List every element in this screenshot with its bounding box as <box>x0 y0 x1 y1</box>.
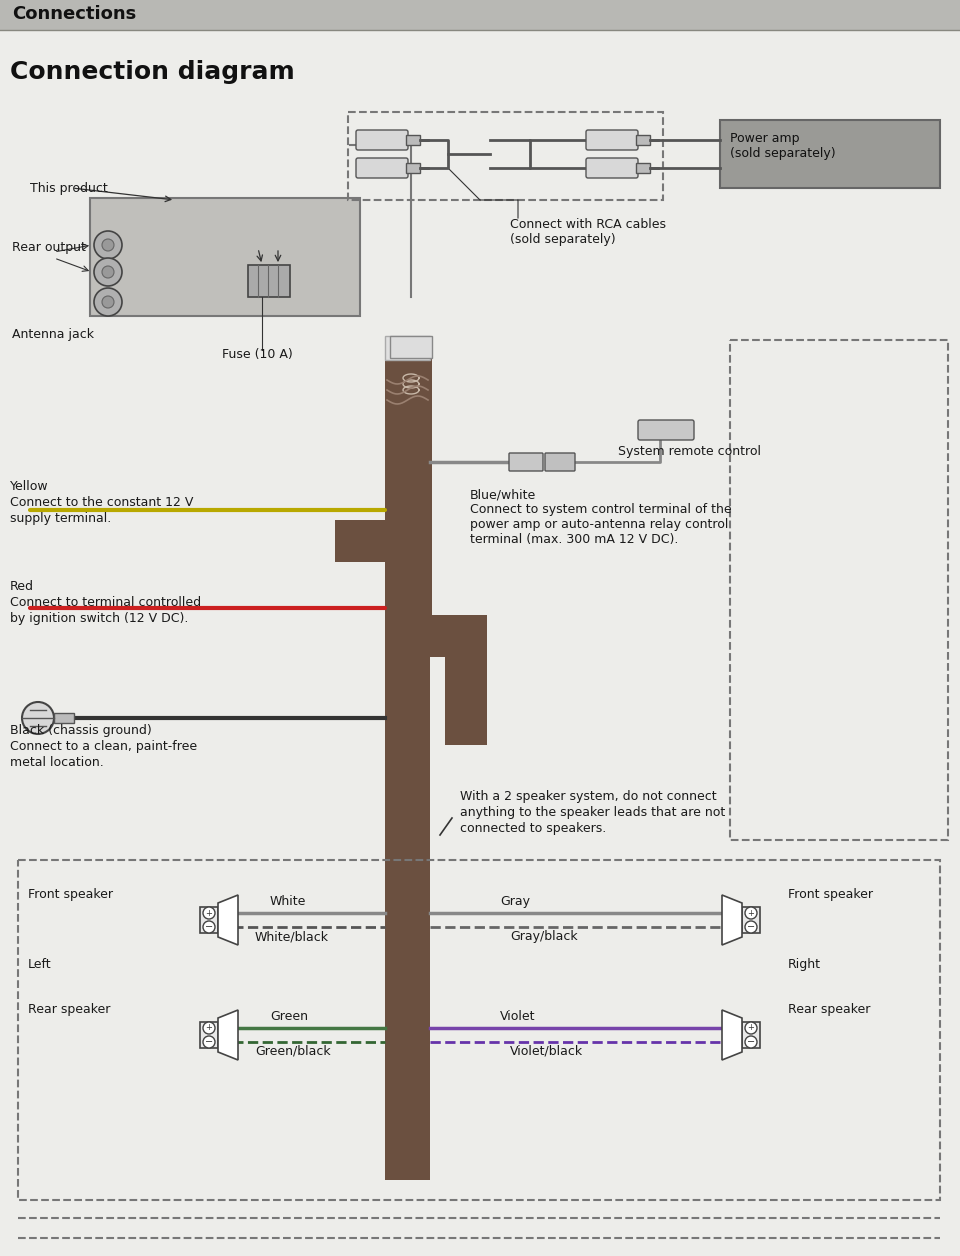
Text: Violet/black: Violet/black <box>510 1045 583 1058</box>
Text: Connect to the constant 12 V: Connect to the constant 12 V <box>10 496 193 509</box>
Circle shape <box>102 266 114 278</box>
Circle shape <box>94 231 122 259</box>
Text: metal location.: metal location. <box>10 756 104 769</box>
Text: supply terminal.: supply terminal. <box>10 512 111 525</box>
FancyBboxPatch shape <box>385 358 430 1179</box>
Text: Black (chassis ground): Black (chassis ground) <box>10 723 152 737</box>
FancyBboxPatch shape <box>248 265 290 296</box>
Text: Green/black: Green/black <box>255 1045 330 1058</box>
Text: Rear speaker: Rear speaker <box>28 1004 110 1016</box>
Text: Violet: Violet <box>500 1010 536 1022</box>
FancyBboxPatch shape <box>356 131 408 149</box>
Circle shape <box>203 907 215 919</box>
Circle shape <box>22 702 54 734</box>
Text: Connection diagram: Connection diagram <box>10 60 295 84</box>
Text: by ignition switch (12 V DC).: by ignition switch (12 V DC). <box>10 612 188 625</box>
FancyBboxPatch shape <box>586 131 638 149</box>
Polygon shape <box>722 896 742 945</box>
Circle shape <box>745 1022 757 1034</box>
Text: −: − <box>204 1037 213 1048</box>
Circle shape <box>94 288 122 317</box>
Text: This product: This product <box>30 182 108 195</box>
Text: Connect to system control terminal of the: Connect to system control terminal of th… <box>470 502 732 516</box>
Text: Left: Left <box>28 958 52 971</box>
Text: Connect to terminal controlled: Connect to terminal controlled <box>10 597 202 609</box>
Text: With a 2 speaker system, do not connect: With a 2 speaker system, do not connect <box>460 790 716 803</box>
FancyBboxPatch shape <box>545 453 575 471</box>
FancyBboxPatch shape <box>390 520 432 615</box>
FancyBboxPatch shape <box>356 158 408 178</box>
Text: −: − <box>204 922 213 932</box>
Text: Antenna jack: Antenna jack <box>12 328 94 340</box>
Text: Rear output: Rear output <box>12 240 85 254</box>
Text: Right: Right <box>788 958 821 971</box>
FancyBboxPatch shape <box>200 1022 218 1048</box>
Text: +: + <box>205 1024 212 1032</box>
Text: Power amp
(sold separately): Power amp (sold separately) <box>730 132 835 160</box>
Text: +: + <box>748 1024 755 1032</box>
Circle shape <box>203 1022 215 1034</box>
Circle shape <box>745 907 757 919</box>
Text: Rear speaker: Rear speaker <box>788 1004 871 1016</box>
Text: Gray: Gray <box>500 896 530 908</box>
FancyBboxPatch shape <box>406 163 420 173</box>
Text: White/black: White/black <box>255 929 329 943</box>
FancyBboxPatch shape <box>385 337 430 360</box>
FancyBboxPatch shape <box>390 615 487 657</box>
FancyBboxPatch shape <box>586 158 638 178</box>
Text: Connections: Connections <box>12 5 136 23</box>
Circle shape <box>203 921 215 933</box>
Circle shape <box>203 1036 215 1048</box>
Text: connected to speakers.: connected to speakers. <box>460 821 607 835</box>
FancyBboxPatch shape <box>636 163 650 173</box>
Text: Green: Green <box>270 1010 308 1022</box>
Circle shape <box>102 296 114 308</box>
Text: terminal (max. 300 mA 12 V DC).: terminal (max. 300 mA 12 V DC). <box>470 533 679 546</box>
FancyBboxPatch shape <box>406 134 420 144</box>
Text: Front speaker: Front speaker <box>788 888 873 901</box>
Text: Blue/white: Blue/white <box>470 489 537 501</box>
FancyBboxPatch shape <box>720 121 940 188</box>
FancyBboxPatch shape <box>90 198 360 317</box>
Text: −: − <box>747 1037 756 1048</box>
Text: +: + <box>748 908 755 917</box>
Text: anything to the speaker leads that are not: anything to the speaker leads that are n… <box>460 806 725 819</box>
FancyBboxPatch shape <box>0 0 960 30</box>
Text: White: White <box>270 896 306 908</box>
Polygon shape <box>218 1010 238 1060</box>
Polygon shape <box>218 896 238 945</box>
Text: +: + <box>205 908 212 917</box>
Text: Gray/black: Gray/black <box>510 929 578 943</box>
FancyBboxPatch shape <box>390 358 432 520</box>
FancyBboxPatch shape <box>742 907 760 933</box>
Circle shape <box>745 1036 757 1048</box>
FancyBboxPatch shape <box>636 134 650 144</box>
Text: Front speaker: Front speaker <box>28 888 113 901</box>
Text: Connect with RCA cables
(sold separately): Connect with RCA cables (sold separately… <box>510 219 666 246</box>
FancyBboxPatch shape <box>742 1022 760 1048</box>
Circle shape <box>745 921 757 933</box>
FancyBboxPatch shape <box>335 520 432 561</box>
Text: power amp or auto-antenna relay control: power amp or auto-antenna relay control <box>470 517 729 531</box>
Text: Fuse (10 A): Fuse (10 A) <box>222 348 293 360</box>
FancyBboxPatch shape <box>54 713 74 723</box>
Polygon shape <box>722 1010 742 1060</box>
FancyBboxPatch shape <box>200 907 218 933</box>
Text: Red: Red <box>10 580 34 593</box>
FancyBboxPatch shape <box>445 615 487 745</box>
Text: Yellow: Yellow <box>10 480 49 494</box>
Text: System remote control: System remote control <box>618 445 761 458</box>
Text: Connect to a clean, paint-free: Connect to a clean, paint-free <box>10 740 197 754</box>
FancyBboxPatch shape <box>638 420 694 440</box>
Circle shape <box>94 257 122 286</box>
FancyBboxPatch shape <box>390 337 432 358</box>
Text: −: − <box>747 922 756 932</box>
Circle shape <box>102 239 114 251</box>
FancyBboxPatch shape <box>509 453 543 471</box>
